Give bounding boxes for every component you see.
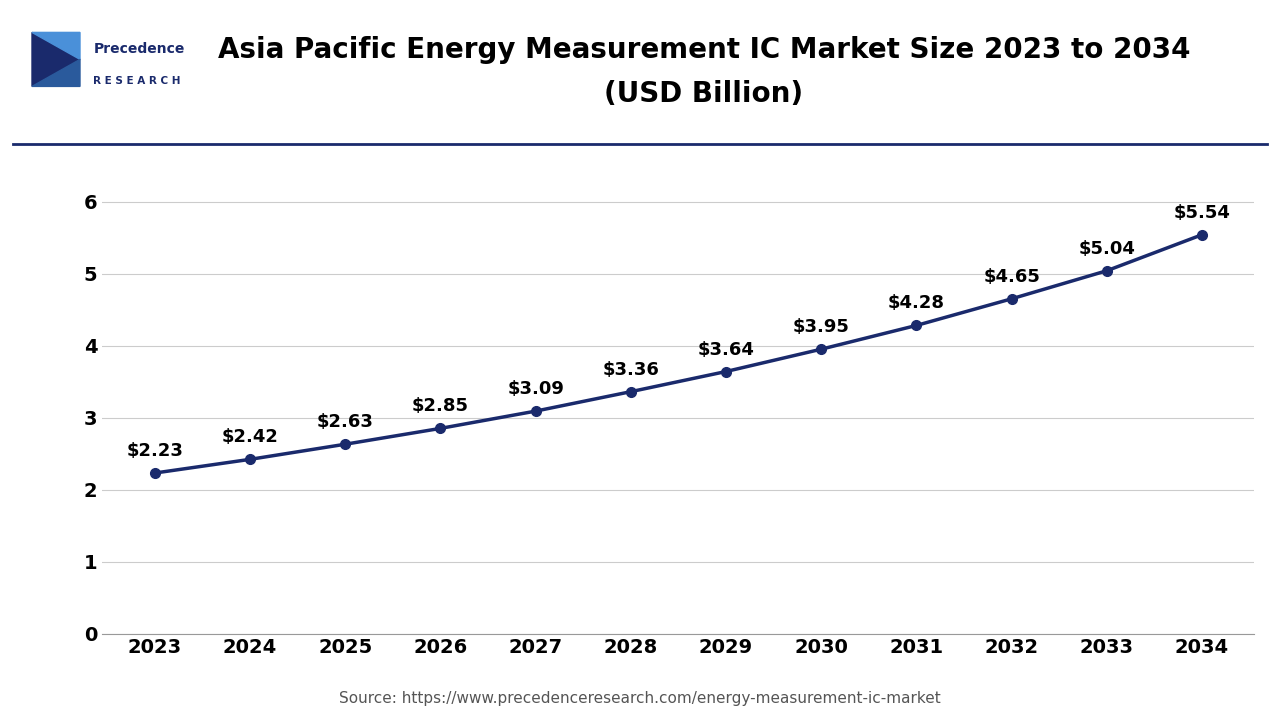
Text: $4.28: $4.28	[888, 294, 945, 312]
Text: $2.85: $2.85	[412, 397, 468, 415]
Text: Asia Pacific Energy Measurement IC Market Size 2023 to 2034: Asia Pacific Energy Measurement IC Marke…	[218, 37, 1190, 64]
Polygon shape	[32, 32, 81, 86]
Text: (USD Billion): (USD Billion)	[604, 80, 804, 107]
Text: $2.63: $2.63	[316, 413, 374, 431]
Text: $4.65: $4.65	[983, 268, 1041, 286]
Text: R E S E A R C H: R E S E A R C H	[93, 76, 180, 86]
Text: $3.64: $3.64	[698, 341, 754, 359]
Text: $2.23: $2.23	[127, 442, 183, 460]
Text: $5.04: $5.04	[1078, 240, 1135, 258]
Text: $3.36: $3.36	[603, 361, 659, 379]
Text: $3.09: $3.09	[507, 380, 564, 398]
Polygon shape	[32, 32, 81, 59]
Text: $3.95: $3.95	[792, 318, 850, 336]
Text: $5.54: $5.54	[1174, 204, 1230, 222]
Text: Source: https://www.precedenceresearch.com/energy-measurement-ic-market: Source: https://www.precedenceresearch.c…	[339, 691, 941, 706]
Text: Precedence: Precedence	[93, 42, 184, 55]
Text: $2.42: $2.42	[221, 428, 279, 446]
Polygon shape	[32, 59, 81, 86]
